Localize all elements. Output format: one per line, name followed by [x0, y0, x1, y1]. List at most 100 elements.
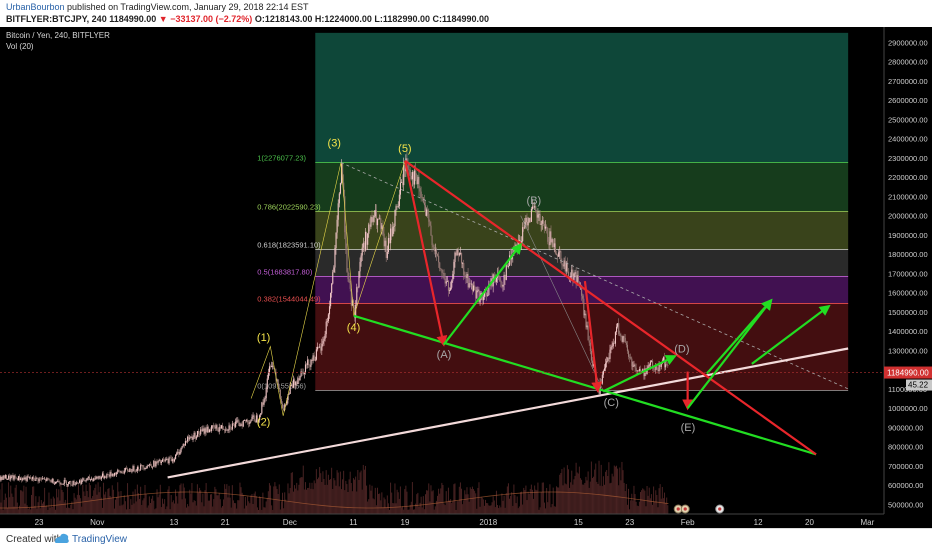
- candle-body: [82, 478, 83, 480]
- candle-body: [166, 459, 167, 460]
- y-tick-label: 1900000.00: [888, 231, 928, 240]
- volume-bar: [480, 507, 481, 514]
- candle-body: [283, 409, 284, 411]
- candle-body: [313, 355, 314, 361]
- volume-bar: [617, 469, 618, 514]
- volume-bar: [428, 483, 429, 514]
- volume-bar: [178, 492, 179, 514]
- candle-body: [105, 476, 106, 477]
- author-link[interactable]: UrbanBourbon: [6, 2, 65, 12]
- price-chart[interactable]: 1(2276077.23)0.786(2022590.23)0.618(1823…: [0, 27, 932, 528]
- candle-body: [541, 224, 542, 225]
- candle-body: [632, 366, 633, 367]
- volume-bar: [463, 500, 464, 514]
- volume-bar: [286, 502, 287, 514]
- volume-bar: [314, 480, 315, 514]
- volume-bar: [396, 503, 397, 514]
- x-tick-label: 23: [625, 518, 634, 527]
- volume-bar: [243, 495, 244, 514]
- candle-body: [136, 471, 137, 472]
- volume-bar: [11, 494, 12, 514]
- volume-bar: [226, 484, 227, 514]
- candle-body: [322, 341, 323, 344]
- volume-bar: [325, 485, 326, 514]
- y-tick-label: 900000.00: [888, 423, 923, 432]
- volume-bar: [631, 494, 632, 514]
- candle-body: [459, 253, 460, 255]
- volume-bar: [273, 486, 274, 514]
- volume-bar: [198, 493, 199, 514]
- volume-bar: [630, 500, 631, 514]
- volume-bar: [148, 505, 149, 514]
- candle-body: [262, 402, 263, 404]
- candle-body: [504, 275, 505, 285]
- candle-body: [84, 481, 85, 482]
- candle-body: [583, 299, 584, 316]
- volume-bar: [32, 487, 33, 514]
- candle-body: [401, 182, 402, 183]
- candle-body: [213, 425, 214, 427]
- volume-bar: [597, 484, 598, 514]
- candle-body: [190, 437, 191, 438]
- volume-bar: [484, 506, 485, 514]
- volume-bar: [572, 485, 573, 514]
- volume-bar: [186, 508, 187, 514]
- candle-body: [200, 429, 201, 434]
- candle-body: [314, 355, 315, 360]
- volume-bar: [339, 486, 340, 514]
- volume-bar: [624, 483, 625, 514]
- volume-bar: [533, 499, 534, 514]
- candle-body: [315, 360, 316, 361]
- volume-bar: [78, 485, 79, 514]
- volume-bar: [154, 509, 155, 514]
- candle-body: [242, 424, 243, 426]
- symbol-label: BITFLYER:BTCJPY, 240: [6, 14, 107, 24]
- x-tick-label: 13: [169, 518, 178, 527]
- candle-body: [424, 202, 425, 205]
- volume-bar: [10, 486, 11, 514]
- tradingview-brand[interactable]: TradingView: [72, 534, 127, 545]
- x-tick-label: Dec: [283, 518, 297, 527]
- candle-body: [441, 269, 442, 273]
- candle-body: [76, 482, 77, 484]
- candle-body: [633, 365, 634, 367]
- volume-bar: [265, 508, 266, 514]
- candle-body: [246, 420, 247, 421]
- volume-bar: [439, 494, 440, 514]
- candle-body: [378, 219, 379, 220]
- volume-bar: [203, 506, 204, 514]
- candle-body: [537, 215, 538, 218]
- candle-body: [446, 281, 447, 283]
- volume-bar: [568, 469, 569, 514]
- candle-body: [363, 243, 364, 248]
- candle-body: [46, 478, 47, 481]
- candle-body: [507, 265, 508, 267]
- candle-body: [506, 265, 507, 280]
- candle-body: [450, 288, 451, 290]
- candle-body: [148, 465, 149, 466]
- chart-pane[interactable]: 1(2276077.23)0.786(2022590.23)0.618(1823…: [0, 27, 932, 528]
- volume-bar: [146, 494, 147, 514]
- candle-body: [197, 431, 198, 437]
- volume-bar: [211, 494, 212, 514]
- volume-bar: [507, 486, 508, 514]
- volume-bar: [590, 482, 591, 514]
- volume-bar: [537, 483, 538, 514]
- volume-bar: [304, 489, 305, 514]
- volume-bar: [115, 500, 116, 514]
- volume-indicator-label[interactable]: Vol (20): [6, 42, 34, 51]
- volume-bar: [511, 492, 512, 514]
- volume-bar: [365, 466, 366, 514]
- candle-body: [162, 459, 163, 461]
- volume-bar: [638, 506, 639, 514]
- candle-body: [421, 192, 422, 198]
- candle-body: [294, 379, 295, 385]
- candle-body: [219, 427, 220, 432]
- volume-bar: [497, 505, 498, 514]
- volume-bar: [352, 491, 353, 514]
- candle-body: [35, 478, 36, 481]
- candle-body: [295, 382, 296, 386]
- candle-body: [625, 338, 626, 343]
- candle-body: [603, 371, 604, 375]
- candle-body: [167, 459, 168, 464]
